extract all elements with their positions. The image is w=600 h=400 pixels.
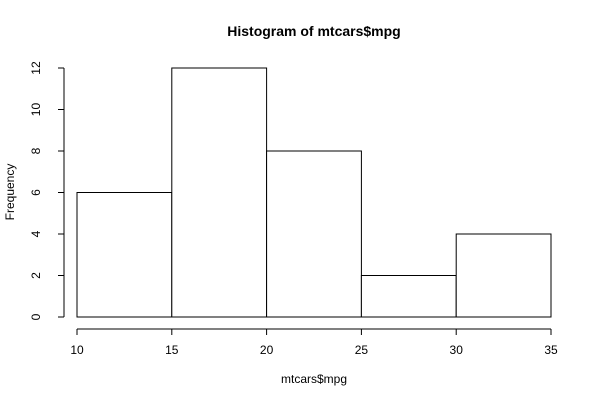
histogram-bar-5 [455,233,552,318]
y-tick-label-6: 6 [29,189,43,196]
histogram-bar-2 [171,67,268,318]
y-tick-label-0: 0 [29,313,43,320]
histogram-bar-1 [76,192,173,318]
histogram-bar-3 [266,150,362,318]
y-tick-label-12: 12 [29,61,43,75]
y-tick-label-8: 8 [29,147,43,154]
y-tick-label-10: 10 [29,103,43,117]
x-tick-label-10: 10 [70,343,84,357]
y-tick-label-2: 2 [29,272,43,279]
x-axis-label: mtcars$mpg [281,372,347,386]
y-axis-label: Frequency [3,164,17,221]
x-tick-label-25: 25 [355,343,369,357]
chart-title: Histogram of mtcars$mpg [227,23,400,39]
x-tick-label-35: 35 [544,343,558,357]
y-tick-label-4: 4 [29,230,43,237]
axes-layer: 10 15 20 25 30 35 0 2 4 6 8 10 12 [29,61,558,357]
x-tick-label-30: 30 [450,343,464,357]
x-tick-label-15: 15 [165,343,179,357]
bars-layer [76,67,552,318]
histogram-bar-4 [360,275,457,318]
x-tick-label-20: 20 [260,343,274,357]
